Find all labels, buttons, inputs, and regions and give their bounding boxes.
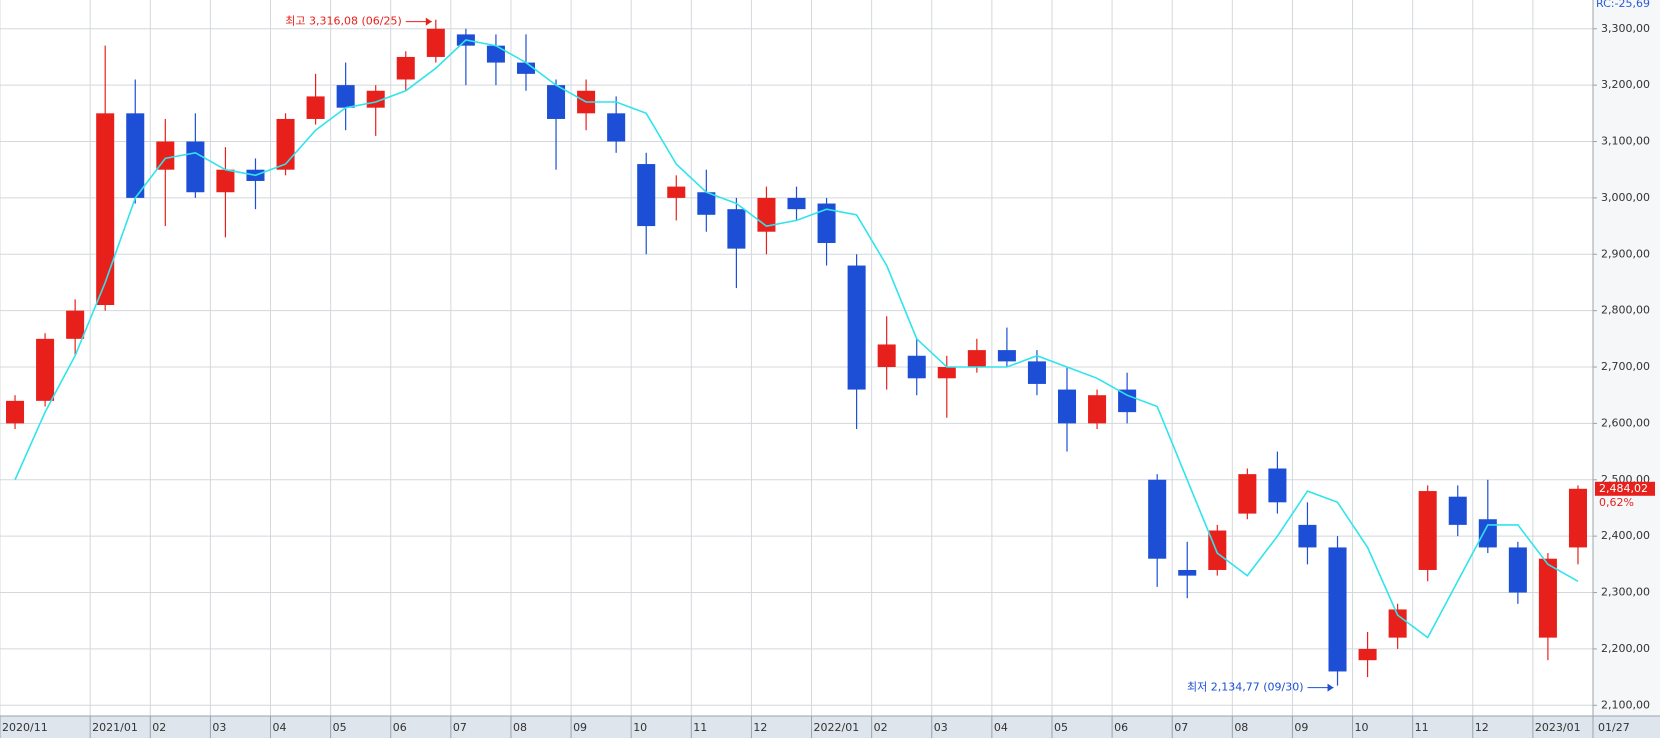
x-tick-label: 2023/01 (1535, 721, 1581, 734)
candle-body (997, 350, 1016, 362)
candle-body (727, 209, 746, 249)
candle-body (697, 192, 716, 215)
y-tick-label: 2,800,00 (1601, 304, 1650, 317)
x-tick-label: 2021/01 (92, 721, 138, 734)
candle-body (36, 338, 55, 401)
last-price-label: 2,484,02 (1599, 482, 1648, 495)
candle-body (937, 367, 956, 379)
high-annotation: 최고 3,316,08 (06/25) (285, 15, 402, 28)
y-tick-label: 2,100,00 (1601, 698, 1650, 711)
candle-body (216, 169, 235, 193)
candle-body (1268, 468, 1287, 503)
y-tick-label: 3,000,00 (1601, 191, 1650, 204)
moving-average-line (14, 39, 1579, 639)
x-tick-label: 06 (393, 721, 407, 734)
x-tick-label: 03 (934, 721, 948, 734)
candle-body (186, 141, 205, 193)
last-change: 0,62% (1599, 496, 1634, 509)
x-tick-label: 07 (453, 721, 467, 734)
x-tick-label: 10 (1355, 721, 1369, 734)
candle-body (1508, 547, 1527, 593)
candle-body (787, 197, 806, 210)
candle-body (907, 355, 926, 379)
last-price-box (1595, 481, 1655, 496)
candle-body (486, 45, 505, 63)
candle-body (156, 141, 175, 170)
candle-body (1148, 479, 1167, 559)
y-tick-label: 2,900,00 (1601, 247, 1650, 260)
x-tick-label: 05 (333, 721, 347, 734)
candle-body (847, 265, 866, 390)
candle-body (1118, 389, 1137, 413)
x-tick-label: 06 (1114, 721, 1128, 734)
candle-body (547, 85, 566, 119)
candle-body (1388, 609, 1407, 638)
right-axis-area (1593, 0, 1660, 738)
x-tick-label: 02 (874, 721, 888, 734)
candle-body (1057, 389, 1077, 424)
y-tick-label: 3,200,00 (1601, 78, 1650, 91)
candle-body (1448, 496, 1467, 525)
low-annotation: 최저 2,134,77 (09/30) (1187, 681, 1304, 694)
candle-body (1538, 558, 1557, 638)
x-tick-label: 05 (1054, 721, 1068, 734)
x-tick-label: 11 (1415, 721, 1429, 734)
x-tick-label: 12 (753, 721, 767, 734)
candle-body (877, 344, 896, 368)
bottom-axis-area (0, 716, 1660, 738)
x-tick-label: 11 (693, 721, 707, 734)
candle-body (1238, 474, 1257, 514)
x-tick-label: 2022/01 (814, 721, 860, 734)
x-tick-label: 09 (573, 721, 587, 734)
x-tick-label: 04 (273, 721, 287, 734)
candle-body (306, 96, 325, 119)
candle-body (1358, 648, 1377, 661)
y-tick-label: 2,400,00 (1601, 529, 1650, 542)
candle-body (637, 164, 656, 227)
candle-body (6, 400, 25, 424)
y-tick-label: 3,100,00 (1601, 135, 1650, 148)
candle-body (426, 28, 445, 57)
x-tick-label: 03 (212, 721, 226, 734)
annotation-arrowhead (1327, 683, 1334, 692)
candle-body (96, 113, 115, 306)
candle-body (276, 118, 295, 170)
candle-body (1027, 361, 1046, 384)
x-tick-label: 2020/11 (2, 721, 48, 734)
annotation-arrowhead (425, 17, 432, 26)
y-tick-label: 2,600,00 (1601, 416, 1650, 429)
plot-area (0, 0, 1593, 716)
x-tick-label: 10 (633, 721, 647, 734)
candle-body (1178, 569, 1197, 576)
x-tick-label: 04 (994, 721, 1008, 734)
candle-body (1418, 491, 1437, 570)
y-tick-label: 3,300,00 (1601, 22, 1650, 35)
x-tick-label: 09 (1294, 721, 1308, 734)
x-tick-label: 12 (1475, 721, 1489, 734)
candle-body (817, 203, 836, 243)
candle-body (1328, 547, 1347, 672)
candle-body (1568, 488, 1587, 548)
candle-body (607, 113, 626, 142)
candle-body (336, 85, 355, 108)
x-tick-label: 08 (513, 721, 527, 734)
candle-body (126, 113, 145, 198)
candle-body (1478, 519, 1497, 548)
x-tick-label: 02 (152, 721, 166, 734)
candle-body (1298, 524, 1317, 548)
x-tick-label: 07 (1174, 721, 1188, 734)
candle-body (516, 62, 536, 74)
y-tick-label: 2,700,00 (1601, 360, 1650, 373)
candle-body (1088, 395, 1107, 424)
candle-body (66, 310, 85, 339)
candle-body (967, 350, 986, 368)
candle-body (667, 186, 686, 198)
y-tick-label: 2,200,00 (1601, 642, 1650, 655)
rc-label: RC:-25,69 (1596, 0, 1650, 10)
last-date: 01/27 (1598, 721, 1630, 734)
y-tick-label: 2,300,00 (1601, 586, 1650, 599)
candle-body (396, 56, 415, 80)
x-tick-label: 08 (1234, 721, 1248, 734)
